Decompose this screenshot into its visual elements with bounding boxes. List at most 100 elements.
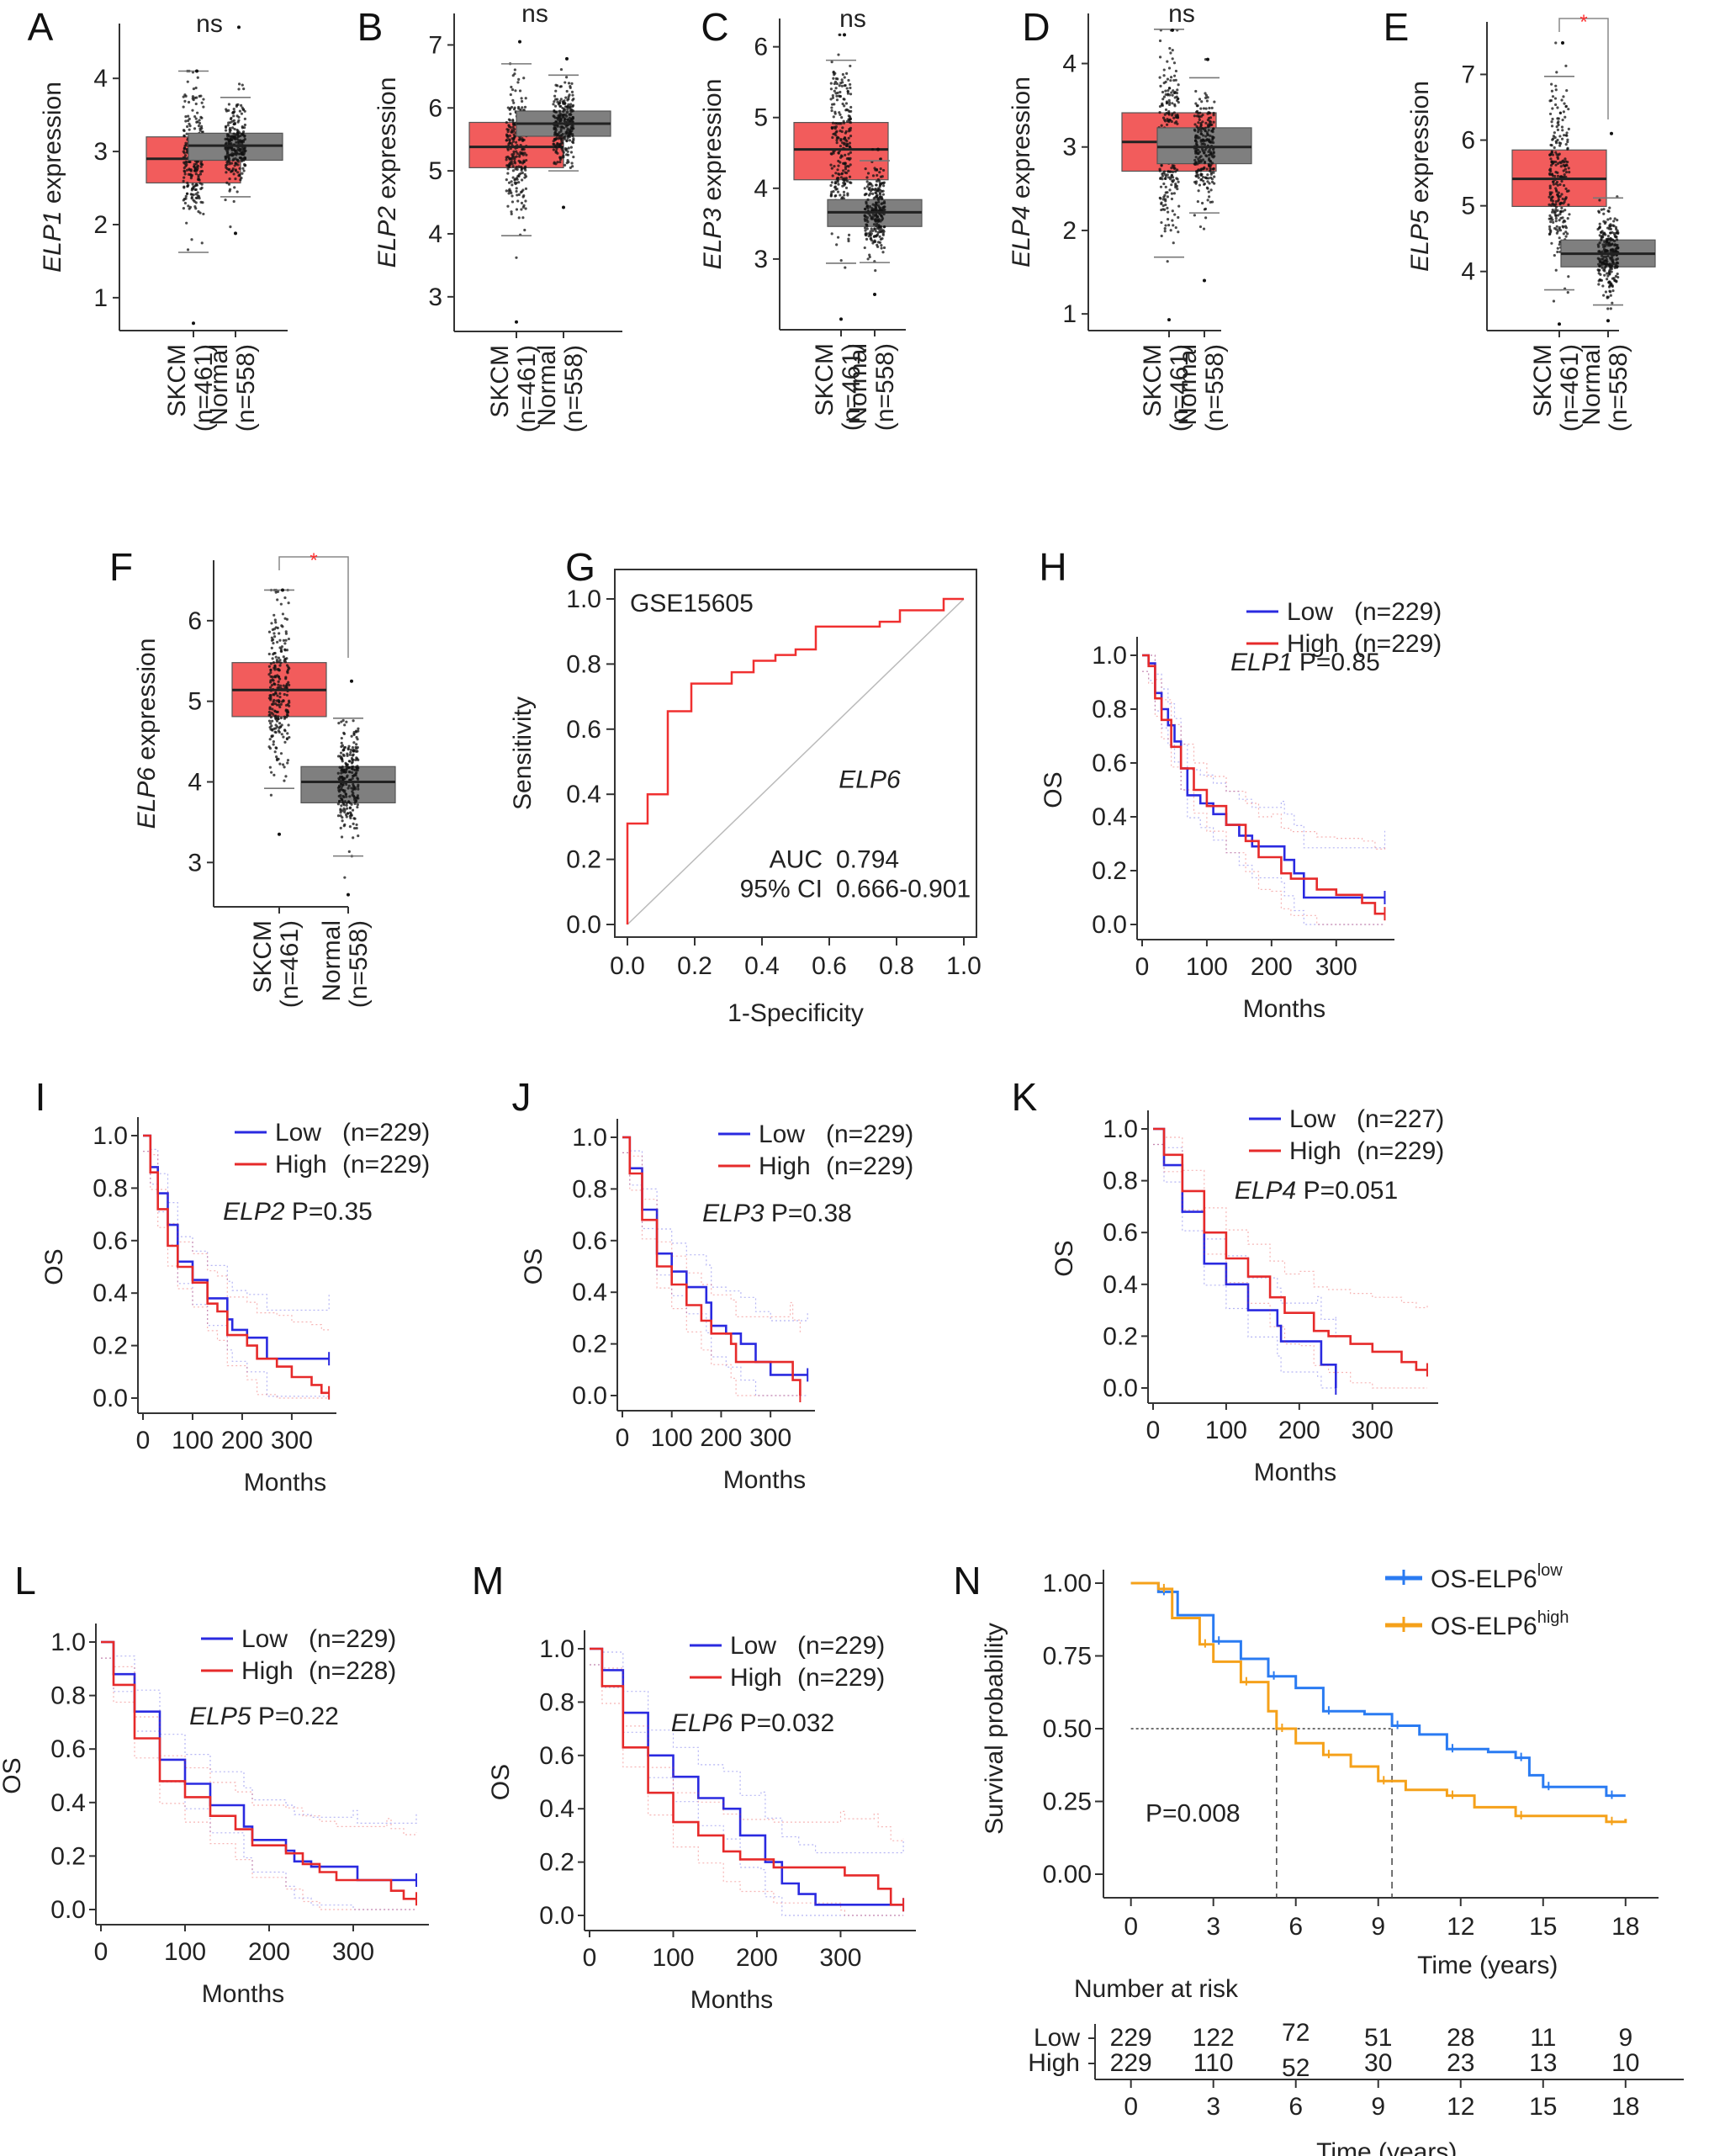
data-point <box>351 790 354 793</box>
data-point <box>1611 260 1615 263</box>
data-point <box>279 649 283 653</box>
data-point <box>342 824 346 828</box>
data-point <box>838 111 841 114</box>
data-point <box>511 157 514 161</box>
data-point <box>559 142 563 146</box>
data-point <box>1161 98 1165 101</box>
data-point <box>287 601 290 605</box>
data-point <box>865 215 869 220</box>
data-point <box>199 160 203 163</box>
data-point <box>563 135 567 139</box>
data-point <box>1164 191 1167 194</box>
data-point <box>241 140 245 144</box>
data-point <box>225 152 229 156</box>
data-point <box>278 705 282 709</box>
data-point <box>875 183 878 187</box>
data-point <box>516 193 519 197</box>
pvalue-annotation: ELP6 P=0.032 <box>671 1709 834 1737</box>
data-point <box>1197 189 1200 193</box>
data-point <box>347 746 350 750</box>
data-point <box>184 160 188 163</box>
data-point <box>183 147 186 151</box>
data-point <box>183 170 187 173</box>
data-point <box>1616 229 1619 232</box>
data-point <box>1177 97 1180 100</box>
data-point <box>565 161 569 165</box>
confidence-band-lower <box>101 1657 416 1910</box>
data-point <box>225 166 228 169</box>
data-point <box>242 146 246 150</box>
y-tick-label: 6 <box>428 94 442 122</box>
data-point <box>1173 74 1177 77</box>
data-point <box>1202 107 1206 110</box>
data-point <box>830 152 833 156</box>
data-point <box>277 729 280 733</box>
y-tick-label: 0.50 <box>1043 1715 1092 1743</box>
y-tick-label: 0.4 <box>1092 803 1127 831</box>
data-point <box>1169 176 1172 179</box>
data-point <box>285 693 288 697</box>
y-tick-label: 0.4 <box>566 781 601 808</box>
auc-label: AUC <box>770 846 823 874</box>
data-point <box>1564 187 1568 191</box>
data-point <box>1563 220 1567 223</box>
data-point <box>352 765 355 769</box>
data-point <box>184 119 188 123</box>
data-point <box>863 193 866 197</box>
data-point <box>830 167 833 170</box>
data-point <box>1548 214 1552 217</box>
data-point <box>838 84 841 87</box>
data-point <box>193 204 197 209</box>
data-point <box>847 152 850 156</box>
data-point <box>508 139 511 142</box>
data-point <box>835 141 839 145</box>
data-point <box>1616 275 1620 279</box>
data-point <box>277 656 280 660</box>
data-point <box>231 126 235 130</box>
data-point <box>833 103 836 106</box>
data-point <box>1174 114 1177 117</box>
data-point <box>1172 241 1175 245</box>
data-point <box>1172 164 1176 167</box>
data-point <box>870 184 874 188</box>
data-point <box>1609 256 1612 260</box>
outlier-point <box>278 832 281 836</box>
data-point <box>234 169 237 172</box>
data-point <box>196 111 199 114</box>
data-point <box>355 730 358 734</box>
x-tick-label: 0.2 <box>677 952 712 980</box>
y-tick-label: 0.2 <box>1092 857 1127 885</box>
data-point <box>881 237 884 241</box>
data-point <box>521 216 525 220</box>
data-point <box>227 121 230 124</box>
data-point <box>518 153 521 156</box>
data-point <box>268 765 272 769</box>
data-point <box>1548 195 1551 199</box>
y-tick-label: 0.00 <box>1043 1861 1092 1888</box>
y-tick-label: 0.2 <box>572 1331 607 1359</box>
data-point <box>833 185 837 188</box>
data-point <box>1193 149 1197 153</box>
x-tick-label: (n=558) <box>345 920 373 1008</box>
data-point <box>341 744 345 747</box>
data-point <box>848 141 852 145</box>
data-point <box>866 172 870 175</box>
x-tick-label: 6 <box>1288 1913 1303 1941</box>
pvalue: P=0.38 <box>771 1200 852 1227</box>
data-point <box>353 826 357 830</box>
data-point <box>1168 188 1172 192</box>
x-tick-label: (n=558) <box>560 345 588 432</box>
y-tick-label: 3 <box>93 138 108 166</box>
data-point <box>842 121 846 124</box>
data-point <box>556 84 559 87</box>
data-point <box>1558 152 1561 156</box>
data-point <box>340 835 344 839</box>
data-point <box>570 162 574 165</box>
data-point <box>1211 138 1214 141</box>
data-point <box>186 181 189 185</box>
data-point <box>240 112 244 115</box>
data-point <box>513 157 516 161</box>
data-point <box>192 87 195 91</box>
data-point <box>1164 224 1167 227</box>
panel-label: A <box>28 5 54 49</box>
